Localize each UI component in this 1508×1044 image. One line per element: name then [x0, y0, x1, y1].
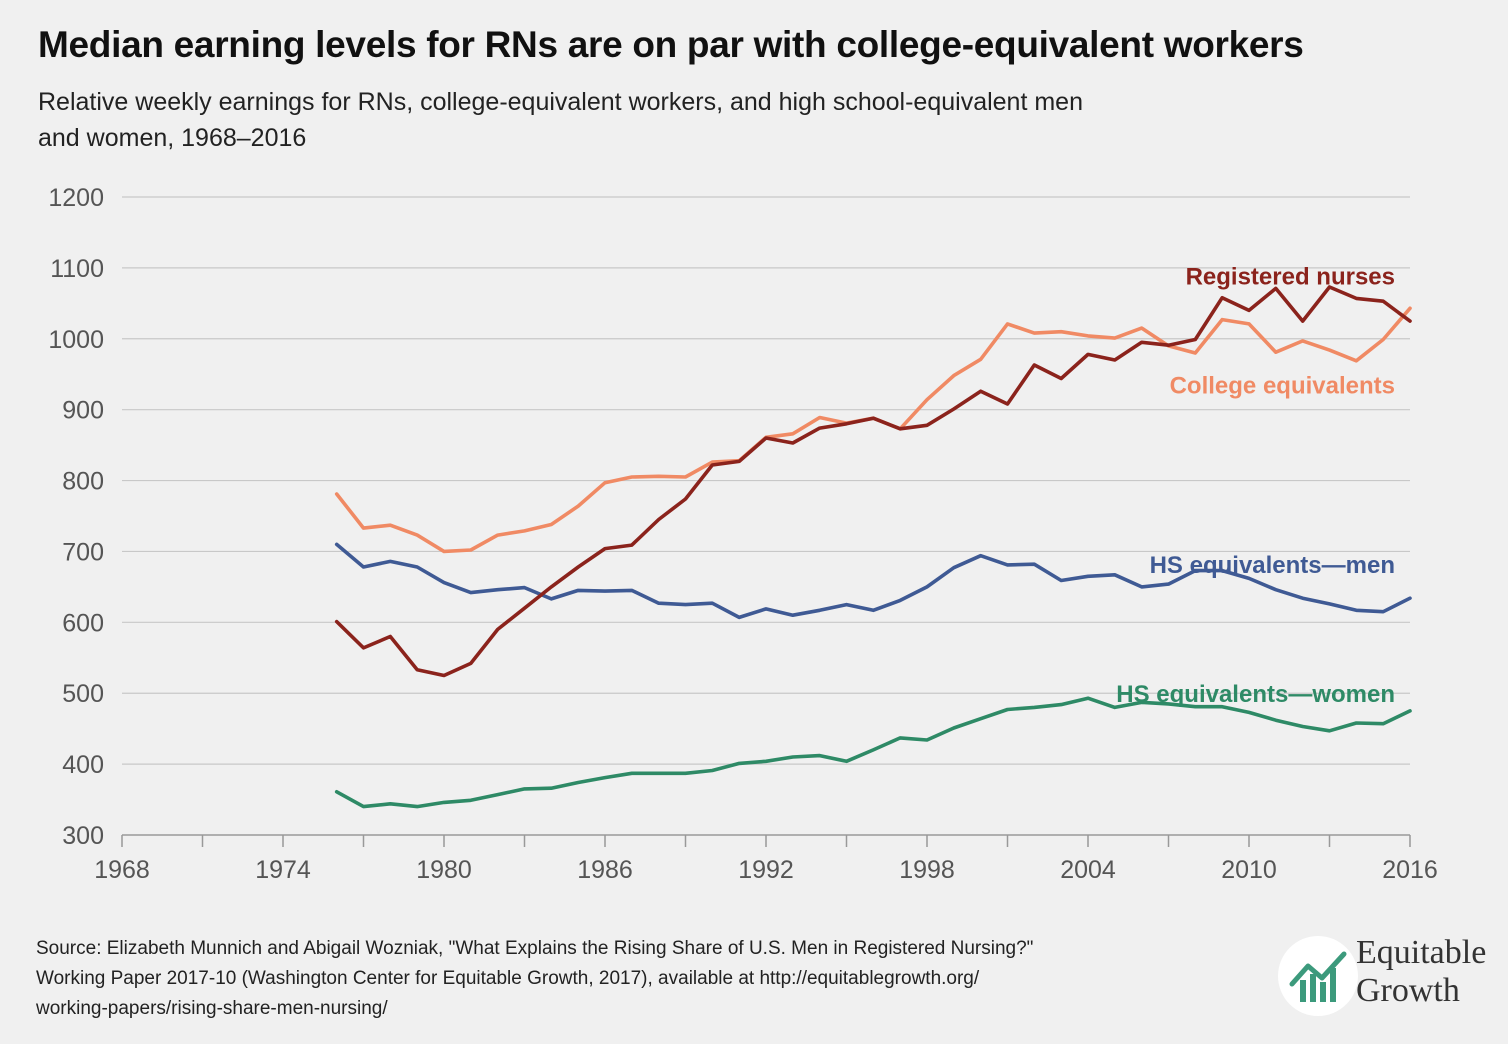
x-tick-label: 1998 [899, 856, 955, 884]
college-equivalents-line [334, 306, 1412, 554]
registered-nurses-line [334, 285, 1412, 678]
equitable-growth-logo: Equitable Growth [1268, 930, 1500, 1030]
x-tick-label: 2010 [1221, 856, 1277, 884]
x-tick-label: 1974 [255, 856, 311, 884]
y-tick-label: 1200 [48, 184, 104, 212]
logo-badge [1278, 936, 1358, 1016]
logo-line: Growth [1356, 972, 1460, 1009]
chart-subtitle: Relative weekly earnings for RNs, colleg… [38, 84, 1338, 156]
subtitle-line: and women, 1968–2016 [38, 124, 307, 152]
y-tick-label: 800 [62, 468, 104, 496]
logo-line: Equitable [1356, 934, 1487, 971]
source-line: working-papers/rising-share-men-nursing/ [36, 998, 388, 1019]
y-tick-label: 900 [62, 397, 104, 425]
y-tick-label: 1100 [50, 255, 104, 283]
college-equivalents-label: College equivalents [1170, 373, 1395, 400]
hs-men-label: HS equivalents—men [1150, 552, 1395, 579]
y-tick-label: 700 [62, 538, 104, 566]
growth-chart-icon [1289, 951, 1347, 1002]
x-tick-label: 1992 [738, 856, 794, 884]
x-tick-label: 1968 [94, 856, 150, 884]
y-tick-label: 1000 [48, 326, 104, 354]
hs-women-line [334, 696, 1412, 809]
y-tick-label: 600 [62, 609, 104, 637]
y-tick-label: 300 [62, 822, 104, 850]
chart-title: Median earning levels for RNs are on par… [38, 24, 1304, 65]
hs-men-line [334, 542, 1412, 620]
registered-nurses-label: Registered nurses [1186, 263, 1395, 290]
x-tick-label: 1986 [577, 856, 633, 884]
y-tick-label: 500 [62, 680, 104, 708]
x-tick-label: 2016 [1382, 856, 1438, 884]
logo-text: Equitable Growth [1356, 934, 1486, 1010]
source-line: Source: Elizabeth Munnich and Abigail Wo… [36, 938, 1034, 959]
hs-women-label: HS equivalents—women [1116, 681, 1395, 708]
source-line: Working Paper 2017-10 (Washington Center… [36, 968, 980, 989]
y-tick-label: 400 [62, 751, 104, 779]
source-note: Source: Elizabeth Munnich and Abigail Wo… [36, 934, 1236, 1024]
x-tick-label: 1980 [416, 856, 472, 884]
subtitle-line: Relative weekly earnings for RNs, colleg… [38, 88, 1083, 116]
x-tick-label: 2004 [1060, 856, 1116, 884]
